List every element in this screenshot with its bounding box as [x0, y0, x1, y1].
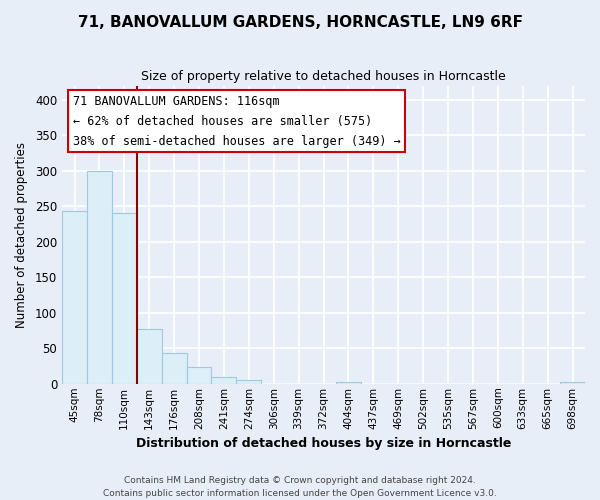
Text: 71, BANOVALLUM GARDENS, HORNCASTLE, LN9 6RF: 71, BANOVALLUM GARDENS, HORNCASTLE, LN9 …: [77, 15, 523, 30]
Text: 71 BANOVALLUM GARDENS: 116sqm
← 62% of detached houses are smaller (575)
38% of : 71 BANOVALLUM GARDENS: 116sqm ← 62% of d…: [73, 94, 400, 148]
Bar: [161, 353, 187, 384]
Bar: [87, 172, 112, 384]
Bar: [236, 380, 261, 384]
Title: Size of property relative to detached houses in Horncastle: Size of property relative to detached ho…: [141, 70, 506, 83]
X-axis label: Distribution of detached houses by size in Horncastle: Distribution of detached houses by size …: [136, 437, 511, 450]
Bar: [187, 368, 211, 384]
Bar: [211, 376, 236, 384]
Bar: [112, 214, 137, 384]
Bar: [137, 329, 161, 384]
Bar: [336, 382, 361, 384]
Bar: [62, 211, 87, 384]
Bar: [560, 382, 585, 384]
Y-axis label: Number of detached properties: Number of detached properties: [15, 142, 28, 328]
Text: Contains HM Land Registry data © Crown copyright and database right 2024.
Contai: Contains HM Land Registry data © Crown c…: [103, 476, 497, 498]
